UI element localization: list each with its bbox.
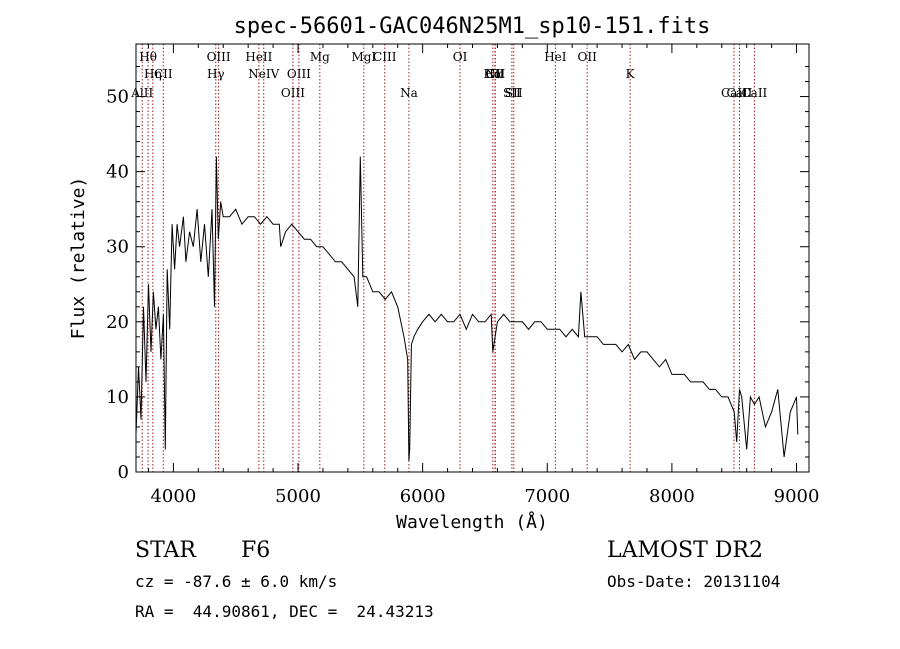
line-marker-label: Hα xyxy=(484,67,503,81)
y-tick-label: 40 xyxy=(106,162,129,183)
line-marker-label: CaII xyxy=(721,86,747,100)
x-tick-label: 8000 xyxy=(649,486,695,507)
x-tick-label: 7000 xyxy=(524,486,570,507)
sky-coordinates: RA = 44.90861, DEC = 24.43213 xyxy=(135,602,434,621)
line-marker-label: SII xyxy=(505,86,523,100)
x-axis: 4000 5000 6000 7000 8000 9000 xyxy=(147,44,820,507)
line-marker-label: HeII xyxy=(245,50,272,64)
line-marker-label: CIII xyxy=(373,50,397,64)
line-marker-label: MgI xyxy=(351,50,376,64)
object-subclass: F6 xyxy=(241,538,271,563)
line-marker-label: CII xyxy=(154,67,173,81)
line-marker-label: SII xyxy=(503,86,521,100)
line-marker-label: OI xyxy=(453,50,468,64)
y-tick-label: 30 xyxy=(106,237,129,258)
y-tick-label: 50 xyxy=(106,87,129,108)
x-tick-label: 9000 xyxy=(774,486,820,507)
survey-name: LAMOST DR2 xyxy=(607,538,763,563)
line-marker-label: OII xyxy=(577,50,597,64)
line-marker-label: Mg xyxy=(310,50,330,64)
line-marker-label: CII xyxy=(486,67,505,81)
line-marker-label: OIII xyxy=(207,50,231,64)
plot-frame xyxy=(135,43,810,473)
line-marker-label: CaII xyxy=(727,86,753,100)
line-marker-label: OIII xyxy=(281,86,305,100)
x-tick-label: 6000 xyxy=(400,486,446,507)
redshift-velocity: cz = -87.6 ± 6.0 km/s xyxy=(135,572,338,591)
y-tick-label: 10 xyxy=(106,387,129,408)
observation-date: Obs-Date: 20131104 xyxy=(607,572,781,591)
y-tick-label: 0 xyxy=(118,462,129,483)
y-axis-label: Flux (relative) xyxy=(68,177,89,340)
y-axis: 0 10 20 30 40 50 xyxy=(106,66,809,483)
y-tick-label: 20 xyxy=(106,312,129,333)
line-marker-label: Hγ xyxy=(207,67,225,81)
line-marker-label: NeIV xyxy=(248,67,279,81)
line-marker-label: CaII xyxy=(741,86,767,100)
spectral-line-markers xyxy=(141,44,755,472)
line-marker-label: NII xyxy=(485,67,505,81)
line-marker-label: HeI xyxy=(544,50,567,64)
line-marker-label: Na xyxy=(400,86,418,100)
x-tick-label: 4000 xyxy=(150,486,196,507)
x-tick-label: 5000 xyxy=(275,486,321,507)
line-marker-label: OIII xyxy=(287,67,311,81)
x-axis-label: Wavelength (Å) xyxy=(396,511,548,533)
line-marker-label: AlII xyxy=(130,86,153,100)
line-marker-label: Hθ xyxy=(139,50,157,64)
spectrum-series-line xyxy=(135,156,799,461)
chart-title: spec-56601-GAC046N25M1_sp10-151.fits xyxy=(234,14,711,39)
object-class: STAR xyxy=(135,538,196,563)
line-marker-label: K xyxy=(626,67,636,81)
line-marker-label: Hη xyxy=(144,67,162,81)
